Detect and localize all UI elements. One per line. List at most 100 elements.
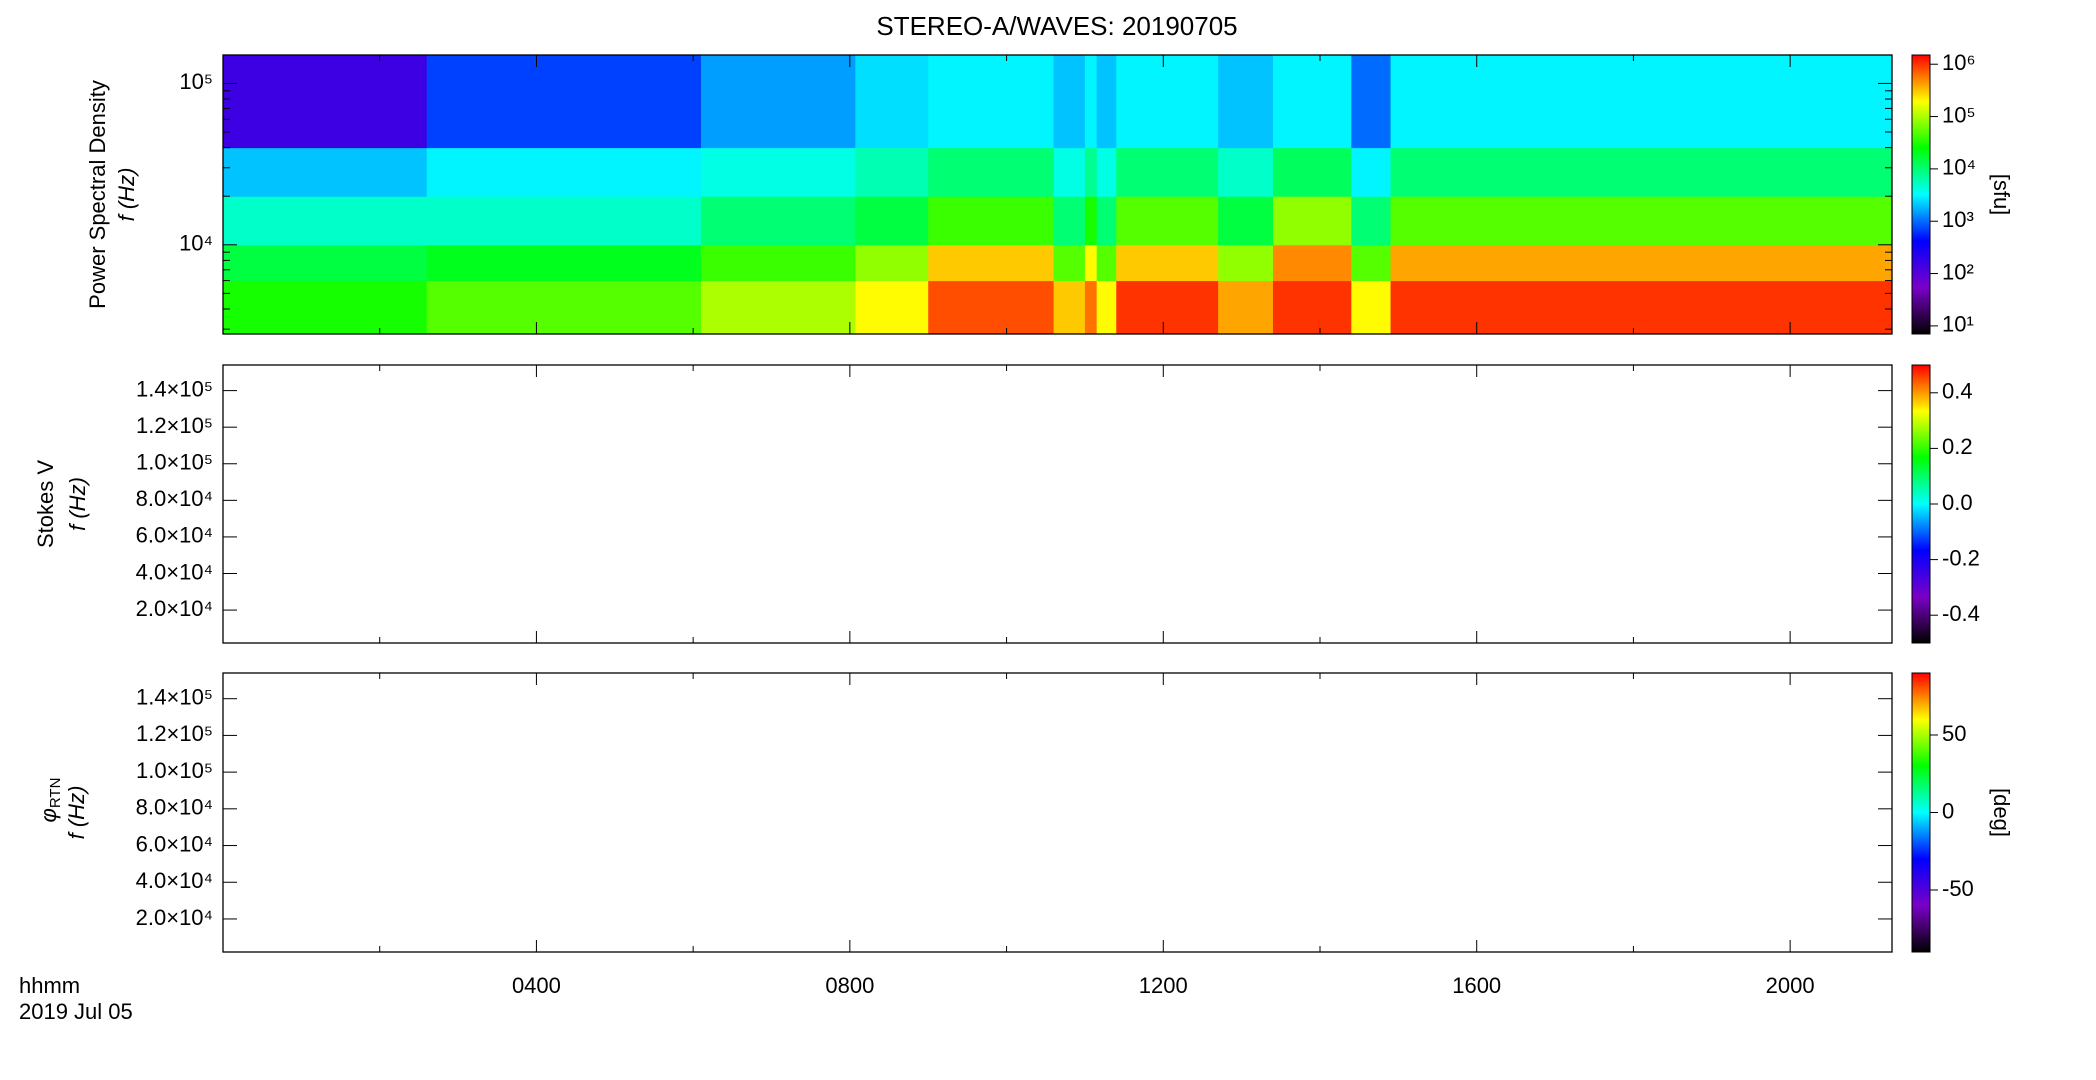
colorbar-tick-label: 0.2 (1942, 434, 1973, 459)
heatmap-cell (928, 196, 1055, 246)
y-tick-label: 6.0×10⁴ (136, 523, 213, 548)
colorbar (1911, 54, 1931, 335)
y-axis-label: Stokes V (33, 460, 58, 548)
heatmap-cell (1116, 280, 1219, 335)
heatmap-cell (1096, 196, 1117, 246)
heatmap-cell (928, 147, 1055, 197)
colorbar-tick-label: 10³ (1942, 207, 1974, 232)
heatmap-cell (928, 244, 1055, 282)
colorbar-tick-label: 0.4 (1942, 379, 1973, 404)
colorbar-tick-label: -50 (1942, 876, 1974, 901)
heatmap-cell (1390, 280, 1893, 335)
y-tick-label: 10⁵ (179, 69, 213, 94)
heatmap-cell (1218, 196, 1274, 246)
y-tick-label: 1.2×10⁵ (136, 721, 213, 746)
heatmap-cell (1084, 147, 1098, 197)
heatmap-cell (1096, 55, 1117, 149)
y-axis-label: f (Hz) (114, 168, 139, 222)
colorbar-tick-label: 10² (1942, 259, 1974, 284)
heatmap-cell (1084, 244, 1098, 282)
colorbar-tick-label: 50 (1942, 721, 1966, 746)
heatmap-cell (1053, 147, 1086, 197)
plot-frame (222, 672, 1893, 953)
y-tick-label: 1.2×10⁵ (136, 413, 213, 438)
y-axis-label: φRTN (36, 778, 64, 823)
y-axis-label-text: Stokes V (33, 460, 58, 548)
heatmap-cell (1351, 55, 1392, 149)
heatmap-cell (1272, 280, 1352, 335)
x-tick-label: 0800 (825, 973, 874, 998)
heatmap-cell (855, 196, 929, 246)
heatmap-cell (1218, 147, 1274, 197)
heatmap-cell (700, 196, 856, 246)
heatmap-cell (1351, 147, 1392, 197)
heatmap-cell (426, 244, 702, 282)
heatmap-cell (1116, 244, 1219, 282)
colorbar (1911, 672, 1931, 953)
heatmap-cell (426, 55, 702, 149)
colorbar-label: [sfu] (1989, 174, 2014, 216)
heatmap-cell (1053, 55, 1086, 149)
heatmap-cell (928, 280, 1055, 335)
heatmap-cell (1116, 147, 1219, 197)
heatmap-cell (1390, 147, 1893, 197)
heatmap-cell (1096, 244, 1117, 282)
x-tick-label: 2000 (1766, 973, 1815, 998)
heatmap-cell (1116, 55, 1219, 149)
heatmap-cell (1351, 280, 1392, 335)
y-tick-label: 8.0×10⁴ (136, 486, 213, 511)
colorbar (1911, 364, 1931, 644)
heatmap-cell (223, 55, 428, 149)
plot-frame (222, 54, 1893, 335)
heatmap-cell (223, 280, 428, 335)
y-tick-label: 4.0×10⁴ (136, 868, 213, 893)
y-axis-label-text: φ (36, 808, 61, 822)
plot-frame (222, 364, 1893, 644)
heatmap-cell (1218, 55, 1274, 149)
x-tick-label: 0400 (512, 973, 561, 998)
date-label: 2019 Jul 05 (19, 999, 133, 1024)
heatmap-cell (700, 280, 856, 335)
heatmap-cell (1096, 280, 1117, 335)
heatmap-cell (1116, 196, 1219, 246)
y-tick-label: 1.0×10⁵ (136, 758, 213, 783)
heatmap-cell (700, 55, 856, 149)
heatmap-cell (1351, 244, 1392, 282)
heatmap-cell (426, 196, 702, 246)
heatmap-cell (426, 147, 702, 197)
colorbar-tick-label: 10⁴ (1942, 155, 1976, 180)
y-tick-label: 2.0×10⁴ (136, 596, 213, 621)
heatmap-cell (1084, 280, 1098, 335)
y-axis-label: f (Hz) (65, 477, 90, 531)
heatmap-cell (855, 244, 929, 282)
heatmap-cell (1272, 196, 1352, 246)
y-tick-label: 8.0×10⁴ (136, 795, 213, 820)
heatmap-cell (1390, 244, 1893, 282)
heatmap-cell (426, 280, 702, 335)
colorbar-tick-label: -0.4 (1942, 601, 1980, 626)
colorbar-label: [deg] (1989, 788, 2014, 837)
colorbar-tick-label: 10¹ (1942, 312, 1974, 337)
colorbar-tick-label: -0.2 (1942, 545, 1980, 570)
heatmap-cell (1084, 55, 1098, 149)
y-tick-label: 6.0×10⁴ (136, 831, 213, 856)
y-tick-label: 10⁴ (179, 231, 213, 256)
y-axis-label-subscript: RTN (47, 778, 64, 809)
colorbar-tick-label: 0.0 (1942, 490, 1973, 515)
heatmap-cell (1272, 55, 1352, 149)
colorbar-tick-label: 10⁵ (1942, 102, 1976, 127)
heatmap-cell (928, 55, 1055, 149)
y-axis-label: f (Hz) (64, 786, 89, 840)
heatmap-cell (1272, 147, 1352, 197)
heatmap-cell (1390, 55, 1893, 149)
heatmap-cell (223, 244, 428, 282)
y-tick-label: 1.4×10⁵ (136, 376, 213, 401)
heatmap-cell (1351, 196, 1392, 246)
chart-title: STEREO-A/WAVES: 20190705 (876, 11, 1237, 41)
heatmap-cell (855, 55, 929, 149)
heatmap-cell (1390, 196, 1893, 246)
x-axis-label: hhmm (19, 973, 80, 998)
heatmap-cell (223, 147, 428, 197)
y-axis-label: Power Spectral Density (85, 80, 110, 309)
